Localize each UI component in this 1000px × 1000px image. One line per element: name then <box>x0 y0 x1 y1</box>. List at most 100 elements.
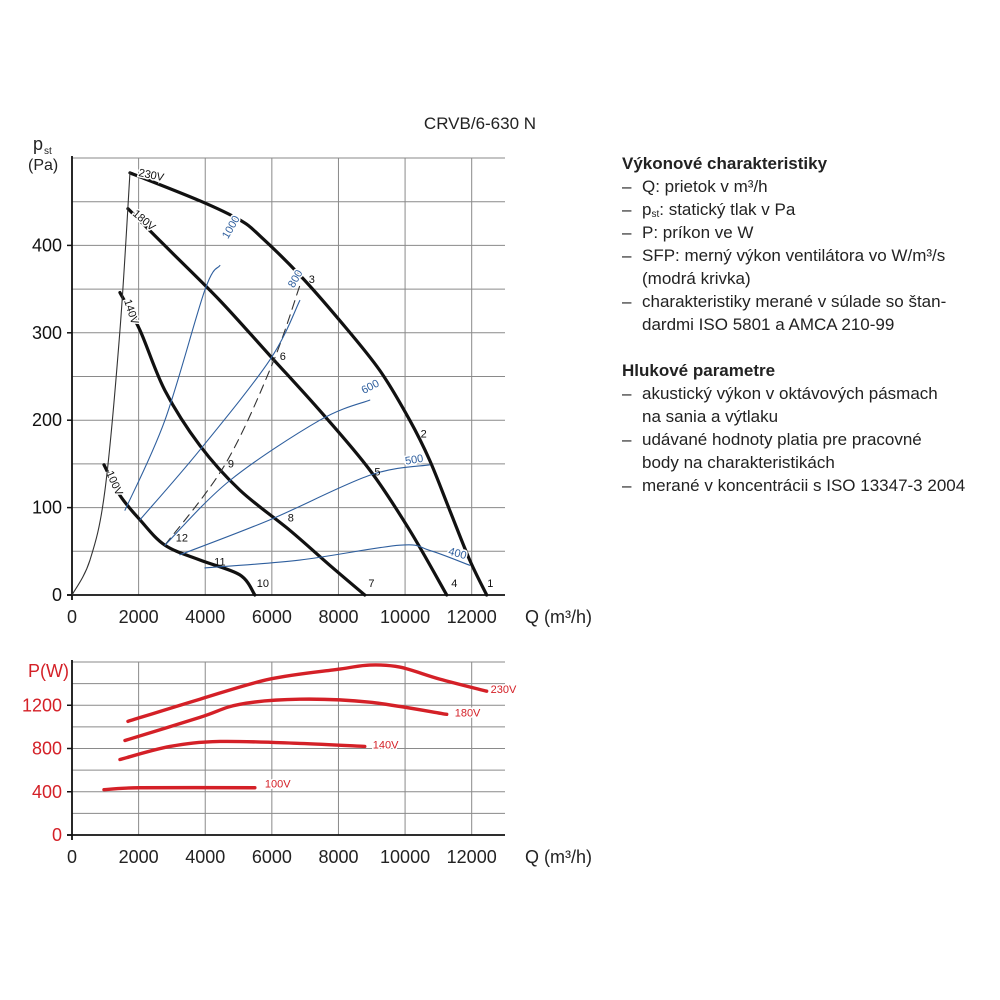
list-item: – akustický výkon v oktávových pásmach na … <box>622 382 992 428</box>
text: akustický výkon v oktávových pásmach <box>642 384 938 403</box>
series-label: 100V <box>265 779 291 791</box>
item-text: pst: statický tlak v Pa <box>642 198 795 221</box>
item-line: (modrá krivka) <box>642 267 945 290</box>
y-tick-label: 800 <box>32 739 62 759</box>
y-axis-label: P(W) <box>28 661 69 681</box>
bullet: – <box>622 292 632 311</box>
point-label: 6 <box>280 351 286 363</box>
text: (modrá krivka) <box>642 269 751 288</box>
y-tick-label: 1200 <box>22 695 62 715</box>
x-tick-label: 0 <box>67 847 77 867</box>
point-label: 9 <box>228 458 234 470</box>
x-tick-label: 0 <box>67 607 77 627</box>
item-line: udávané hodnoty platia pre pracovné <box>642 428 922 451</box>
item-text: merané v koncentrácii s ISO 13347-3 2004 <box>642 474 965 497</box>
curve <box>126 207 449 597</box>
text: merané v koncentrácii s ISO 13347-3 2004 <box>642 476 966 495</box>
bullet: – <box>622 223 632 242</box>
text: body na charakteristikách <box>642 453 835 472</box>
item-line: na sania a výtlaku <box>642 405 938 428</box>
item-line: charakteristiky merané v súlade so štan- <box>642 290 946 313</box>
series-label: 500 <box>404 453 424 468</box>
list-item: – udávané hodnoty platia pre pracovné body… <box>622 428 992 474</box>
subscript: st <box>651 209 660 220</box>
text: : statický tlak v Pa <box>659 200 796 219</box>
series-label: 230V <box>491 684 517 696</box>
curve <box>164 285 301 546</box>
point-label: 7 <box>368 578 374 590</box>
series-label: 1000 <box>220 214 243 241</box>
list-item: – merané v koncentrácii s ISO 13347-3 200… <box>622 474 992 497</box>
curve <box>164 399 371 546</box>
x-tick-label: 10000 <box>380 847 430 867</box>
list-item: – Q: prietok v m³/h <box>622 175 992 198</box>
item-text: akustický výkon v oktávových pásmach na s… <box>642 382 938 428</box>
section: Hlukové parametre – akustický výkon v oktá… <box>622 359 992 497</box>
list-item: – charakteristiky merané v súlade so štan… <box>622 290 992 336</box>
item-line: Q: prietok v m³/h <box>642 175 768 198</box>
x-axis-label: Q (m³/h) <box>525 607 592 627</box>
curve <box>124 264 221 511</box>
item-line: pst: statický tlak v Pa <box>642 198 795 221</box>
point-label: 8 <box>288 513 294 525</box>
x-tick-label: 2000 <box>119 847 159 867</box>
item-line: dardmi ISO 5801 a AMCA 210-99 <box>642 313 946 336</box>
x-tick-label: 8000 <box>318 847 358 867</box>
series-label: 140V <box>373 739 399 751</box>
point-label: 4 <box>451 578 457 590</box>
item-line: body na charakteristikách <box>642 451 922 474</box>
curve <box>118 739 367 762</box>
section-heading: Hlukové parametre <box>622 361 776 380</box>
list-item: – pst: statický tlak v Pa <box>622 198 992 221</box>
y-tick-label: 400 <box>32 782 62 802</box>
text: udávané hodnoty platia pre pracovné <box>642 430 922 449</box>
text: P: príkon ve W <box>642 223 754 242</box>
text: na sania a výtlaku <box>642 407 779 426</box>
list-item: – P: príkon ve W <box>622 221 992 244</box>
y-tick-label: 0 <box>52 825 62 845</box>
text: charakteristiky merané v súlade so štan- <box>642 292 947 311</box>
x-axis-label: Q (m³/h) <box>525 847 592 867</box>
item-line: merané v koncentrácii s ISO 13347-3 2004 <box>642 474 965 497</box>
y-tick-label: 0 <box>52 585 62 605</box>
series-label: 140V <box>121 298 141 327</box>
series-label: 180V <box>130 208 158 234</box>
text: dardmi ISO 5801 a AMCA 210-99 <box>642 315 895 334</box>
curve <box>102 785 257 792</box>
curve <box>139 299 301 521</box>
item-line: SFP: merný výkon ventilátora vo W/m³/s <box>642 244 945 267</box>
x-tick-label: 4000 <box>185 847 225 867</box>
section-heading: Výkonové charakteristiky <box>622 154 828 173</box>
bullet: – <box>622 430 632 449</box>
item-line: P: príkon ve W <box>642 221 753 244</box>
item-text: SFP: merný výkon ventilátora vo W/m³/s (m… <box>642 244 945 290</box>
series-label: 800 <box>286 268 306 290</box>
curve <box>123 697 449 743</box>
list-item: – SFP: merný výkon ventilátora vo W/m³/s (… <box>622 244 992 290</box>
chart-title: CRVB/6-630 N <box>424 114 536 133</box>
point-label: 12 <box>176 533 188 545</box>
section: Výkonové charakteristiky – Q: prietok v m³… <box>622 152 992 336</box>
point-label: 2 <box>421 429 427 441</box>
curve <box>71 172 131 596</box>
y-axis-label-sub: st <box>44 146 52 157</box>
y-tick-label: 100 <box>32 498 62 518</box>
series-label: 180V <box>455 707 481 719</box>
text: SFP: merný výkon ventilátora vo W/m³/s <box>642 246 946 265</box>
curve <box>118 290 367 597</box>
point-label: 5 <box>374 466 380 478</box>
item-text: charakteristiky merané v súlade so štan-… <box>642 290 946 336</box>
bullet: – <box>622 246 632 265</box>
bullet: – <box>622 384 632 403</box>
point-label: 11 <box>214 556 225 568</box>
curve <box>179 464 431 556</box>
x-tick-label: 12000 <box>447 607 497 627</box>
item-text: Q: prietok v m³/h <box>642 175 768 198</box>
item-text: udávané hodnoty platia pre pracovné body … <box>642 428 922 474</box>
x-tick-label: 6000 <box>252 847 292 867</box>
y-tick-label: 300 <box>32 323 62 343</box>
text: p <box>642 200 652 219</box>
x-tick-label: 6000 <box>252 607 292 627</box>
